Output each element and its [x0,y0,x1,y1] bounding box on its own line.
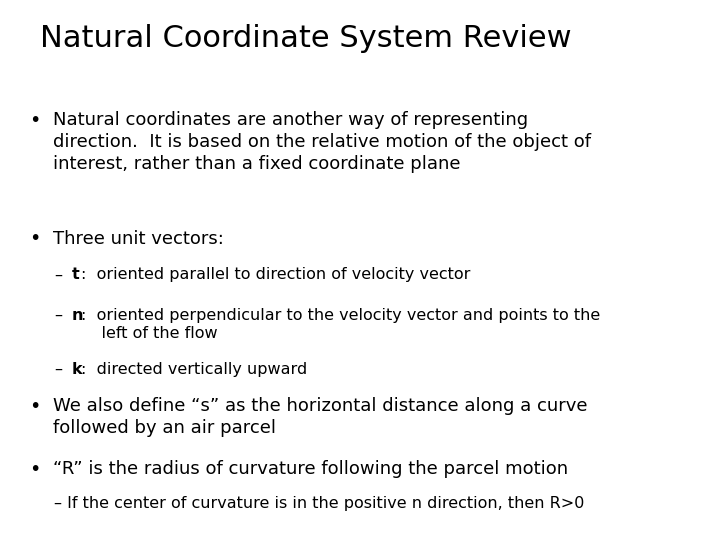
Text: :  oriented perpendicular to the velocity vector and points to the
    left of t: : oriented perpendicular to the velocity… [81,308,600,341]
Text: k: k [72,362,83,377]
Text: – If the center of curvature is in the positive n direction, then R>0: – If the center of curvature is in the p… [54,496,585,511]
Text: •: • [29,397,40,416]
Text: Three unit vectors:: Three unit vectors: [53,230,223,247]
Text: –: – [54,267,62,282]
Text: “R” is the radius of curvature following the parcel motion: “R” is the radius of curvature following… [53,460,567,478]
Text: We also define “s” as the horizontal distance along a curve
followed by an air p: We also define “s” as the horizontal dis… [53,397,587,437]
Text: Natural coordinates are another way of representing
direction.  It is based on t: Natural coordinates are another way of r… [53,111,590,173]
Text: :  oriented parallel to direction of velocity vector: : oriented parallel to direction of velo… [81,267,470,282]
Text: t: t [72,267,80,282]
Text: :  directed vertically upward: : directed vertically upward [81,362,307,377]
Text: –: – [54,308,62,323]
Text: n: n [72,308,84,323]
Text: •: • [29,111,40,130]
Text: Natural Coordinate System Review: Natural Coordinate System Review [40,24,571,53]
Text: •: • [29,230,40,248]
Text: –: – [54,362,62,377]
Text: •: • [29,460,40,479]
